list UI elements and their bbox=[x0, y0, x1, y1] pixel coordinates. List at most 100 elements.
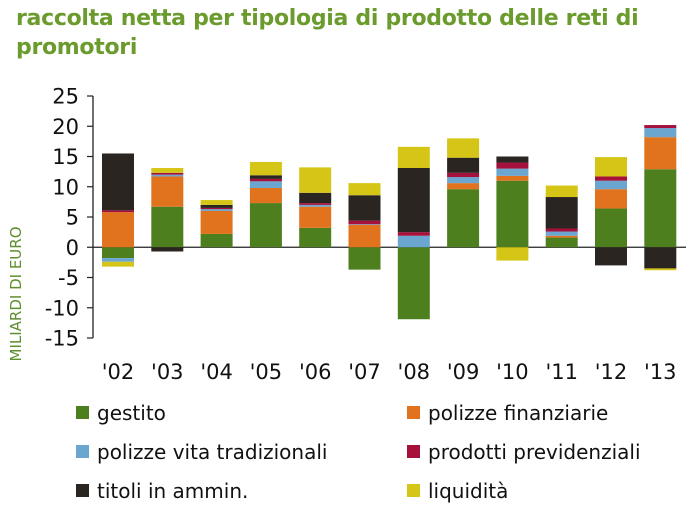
bar-polizze-vita-tradizionali bbox=[595, 180, 627, 190]
legend-label-liquidita: liquidità bbox=[428, 479, 508, 503]
bar-titoli-in-ammin bbox=[595, 247, 627, 266]
bar-titoli-in-ammin bbox=[249, 175, 282, 179]
bar-liquidita bbox=[348, 183, 381, 196]
y-axis-label: MILIARDI DI EURO bbox=[7, 227, 25, 362]
bar-prodotti-previdenziali bbox=[447, 172, 480, 178]
legend-swatch-liquidita bbox=[407, 484, 420, 497]
legend-label-titoli-in-ammin: titoli in ammin. bbox=[97, 479, 248, 503]
bar-prodotti-previdenziali bbox=[200, 207, 233, 210]
legend-label-prodotti-previdenziali: prodotti previdenziali bbox=[428, 440, 641, 464]
y-tick-label: -5 bbox=[58, 266, 79, 290]
x-tick-label: '13 bbox=[644, 360, 677, 384]
x-tick-label: '08 bbox=[398, 360, 431, 384]
bar-polizze-vita-tradizionali bbox=[200, 209, 233, 211]
x-tick-label: '04 bbox=[200, 360, 233, 384]
bar-gestito bbox=[644, 169, 677, 248]
y-axis: 25 20 15 10 5 0 -5 -10 -15 bbox=[45, 85, 686, 351]
bar-titoli-in-ammin bbox=[348, 195, 381, 221]
y-tick-label: 20 bbox=[52, 115, 79, 139]
bar-gestito bbox=[348, 247, 381, 270]
bar-liquidita bbox=[299, 167, 332, 193]
bar-liquidita bbox=[644, 268, 677, 271]
bar-titoli-in-ammin bbox=[102, 153, 134, 211]
bar-prodotti-previdenziali bbox=[102, 210, 134, 213]
y-tick-label: -10 bbox=[45, 296, 79, 320]
bar-polizze-finanziarie bbox=[595, 189, 627, 209]
bar-polizze-vita-tradizionali bbox=[644, 128, 677, 138]
bar-polizze-finanziarie bbox=[348, 224, 381, 248]
y-tick-label: -15 bbox=[45, 327, 79, 351]
bar-prodotti-previdenziali bbox=[397, 232, 430, 236]
bar-polizze-finanziarie bbox=[299, 206, 332, 228]
bar-polizze-vita-tradizionali bbox=[496, 168, 529, 176]
bar-prodotti-previdenziali bbox=[299, 203, 332, 205]
bar-liquidita bbox=[151, 167, 184, 173]
bar-prodotti-previdenziali bbox=[151, 172, 184, 175]
x-tick-label: '02 bbox=[102, 360, 135, 384]
bar-liquidita bbox=[249, 161, 282, 176]
bar-polizze-vita-tradizionali bbox=[348, 224, 381, 225]
legend-swatch-titoli-in-ammin bbox=[76, 484, 89, 497]
bar-gestito bbox=[200, 233, 233, 248]
y-tick-label: 10 bbox=[52, 175, 79, 199]
bar-liquidita bbox=[545, 185, 578, 198]
bar-polizze-vita-tradizionali bbox=[249, 181, 282, 188]
legend-swatch-polizze-finanziarie bbox=[407, 406, 420, 419]
x-tick-label: '06 bbox=[299, 360, 332, 384]
bar-polizze-finanziarie bbox=[200, 210, 233, 234]
bar-titoli-in-ammin bbox=[447, 157, 480, 173]
y-tick-label: 5 bbox=[66, 206, 79, 230]
bar-liquidita bbox=[397, 146, 430, 168]
bar-polizze-vita-tradizionali bbox=[545, 231, 578, 236]
bar-prodotti-previdenziali bbox=[249, 178, 282, 182]
bar-liquidita bbox=[496, 247, 529, 261]
bar-titoli-in-ammin bbox=[397, 167, 430, 233]
bar-prodotti-previdenziali bbox=[496, 162, 529, 169]
bar-prodotti-previdenziali bbox=[348, 220, 381, 225]
bar-liquidita bbox=[102, 261, 134, 267]
bar-polizze-finanziarie bbox=[151, 176, 184, 207]
x-axis: '02 '03 '04 '05 '06 '07 '08 '09 '10 '11 '12 '13 bbox=[102, 360, 677, 384]
x-tick-label: '05 bbox=[250, 360, 283, 384]
legend: gestito polizze finanziarie polizze vita t… bbox=[76, 401, 641, 503]
bar-polizze-vita-tradizionali bbox=[299, 204, 332, 207]
bar-gestito bbox=[151, 206, 184, 248]
x-tick-label: '12 bbox=[595, 360, 628, 384]
bar-liquidita bbox=[595, 157, 627, 177]
x-tick-label: '07 bbox=[348, 360, 381, 384]
x-tick-label: '10 bbox=[496, 360, 529, 384]
legend-label-gestito: gestito bbox=[97, 401, 166, 425]
legend-swatch-prodotti-previdenziali bbox=[407, 445, 420, 458]
bar-polizze-finanziarie bbox=[249, 187, 282, 204]
bar-polizze-finanziarie bbox=[496, 175, 529, 181]
bar-titoli-in-ammin bbox=[200, 204, 233, 208]
bar-polizze-vita-tradizionali bbox=[102, 258, 134, 262]
bar-prodotti-previdenziali bbox=[545, 228, 578, 232]
chart-title: raccolta netta per tipologia di prodotto… bbox=[16, 6, 639, 60]
x-tick-label: '11 bbox=[545, 360, 578, 384]
bar-polizze-finanziarie bbox=[644, 137, 677, 170]
bar-titoli-in-ammin bbox=[644, 247, 677, 269]
legend-label-polizze-vita-tradizionali: polizze vita tradizionali bbox=[97, 440, 327, 464]
bar-gestito bbox=[447, 189, 480, 248]
bar-polizze-finanziarie bbox=[447, 183, 480, 190]
legend-swatch-gestito bbox=[76, 406, 89, 419]
bar-titoli-in-ammin bbox=[545, 197, 578, 229]
bar-liquidita bbox=[447, 138, 480, 158]
bar-titoli-in-ammin bbox=[299, 192, 332, 204]
bar-gestito bbox=[299, 227, 332, 248]
bar-polizze-vita-tradizionali bbox=[397, 235, 430, 248]
x-tick-label: '09 bbox=[447, 360, 480, 384]
bars-area bbox=[102, 125, 677, 320]
legend-swatch-polizze-vita-tradizionali bbox=[76, 445, 89, 458]
bar-polizze-finanziarie bbox=[102, 212, 134, 248]
x-tick-label: '03 bbox=[151, 360, 184, 384]
bar-gestito bbox=[397, 247, 430, 320]
bar-polizze-vita-tradizionali bbox=[447, 177, 480, 184]
y-tick-label: 15 bbox=[52, 145, 79, 169]
bar-polizze-finanziarie bbox=[545, 235, 578, 238]
bar-gestito bbox=[595, 208, 627, 248]
legend-label-polizze-finanziarie: polizze finanziarie bbox=[428, 401, 608, 425]
bar-gestito bbox=[545, 237, 578, 248]
